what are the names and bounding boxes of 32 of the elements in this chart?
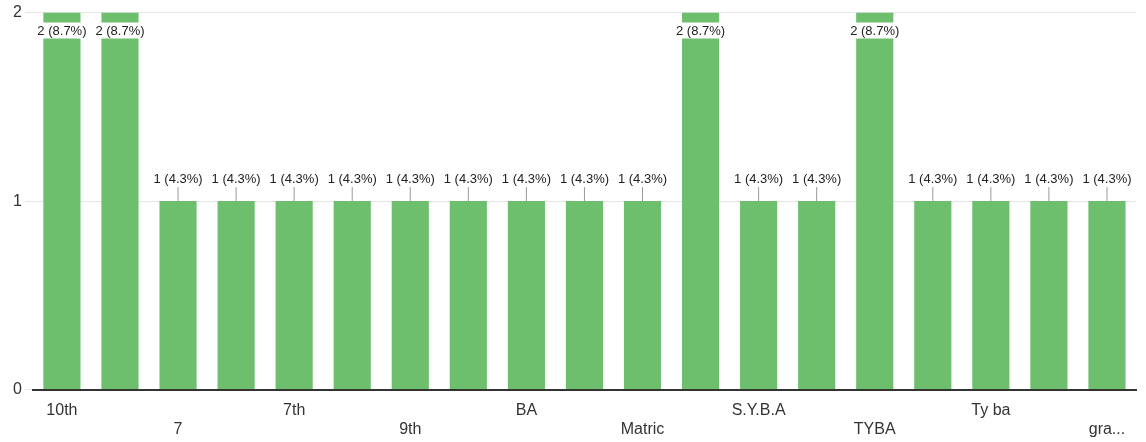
data-label: 1 (4.3%) (211, 171, 261, 187)
x-tick-label: 7 (173, 419, 183, 437)
data-label: 1 (4.3%) (559, 171, 610, 187)
data-label: 1 (4.3%) (792, 171, 842, 187)
data-label: 1 (4.3%) (966, 171, 1016, 187)
data-label: 2 (8.7%) (37, 22, 87, 38)
data-label: 1 (4.3%) (153, 171, 203, 187)
data-label: 1 (4.3%) (269, 171, 319, 187)
x-tick-label: Ty ba (971, 400, 1011, 418)
data-label: 1 (4.3%) (501, 171, 551, 187)
data-label: 2 (8.7%) (95, 22, 145, 38)
x-tick-label: BA (515, 400, 538, 418)
x-tick-label: 10th (46, 400, 78, 418)
x-tick-label: 7th (283, 400, 306, 418)
y-tick-label: 1 (12, 191, 22, 209)
x-tick-label: Matric (620, 419, 665, 437)
data-label: 2 (8.7%) (675, 22, 726, 38)
x-tick-label: TYBA (853, 419, 896, 437)
data-label: 1 (4.3%) (1024, 171, 1074, 187)
data-label: 2 (8.7%) (850, 22, 900, 38)
y-tick-label: 2 (12, 3, 22, 21)
x-tick-label: gra... (1088, 419, 1126, 437)
data-label: 1 (4.3%) (443, 171, 493, 187)
data-label: 1 (4.3%) (617, 171, 668, 187)
x-tick-label: S.Y.B.A (731, 400, 786, 418)
data-label: 1 (4.3%) (734, 171, 784, 187)
data-label: 1 (4.3%) (385, 171, 435, 187)
data-label: 1 (4.3%) (908, 171, 958, 187)
data-label: 1 (4.3%) (327, 171, 377, 187)
x-tick-label: 9th (399, 419, 422, 437)
data-label: 1 (4.3%) (1082, 171, 1132, 187)
y-tick-label: 0 (12, 380, 22, 398)
